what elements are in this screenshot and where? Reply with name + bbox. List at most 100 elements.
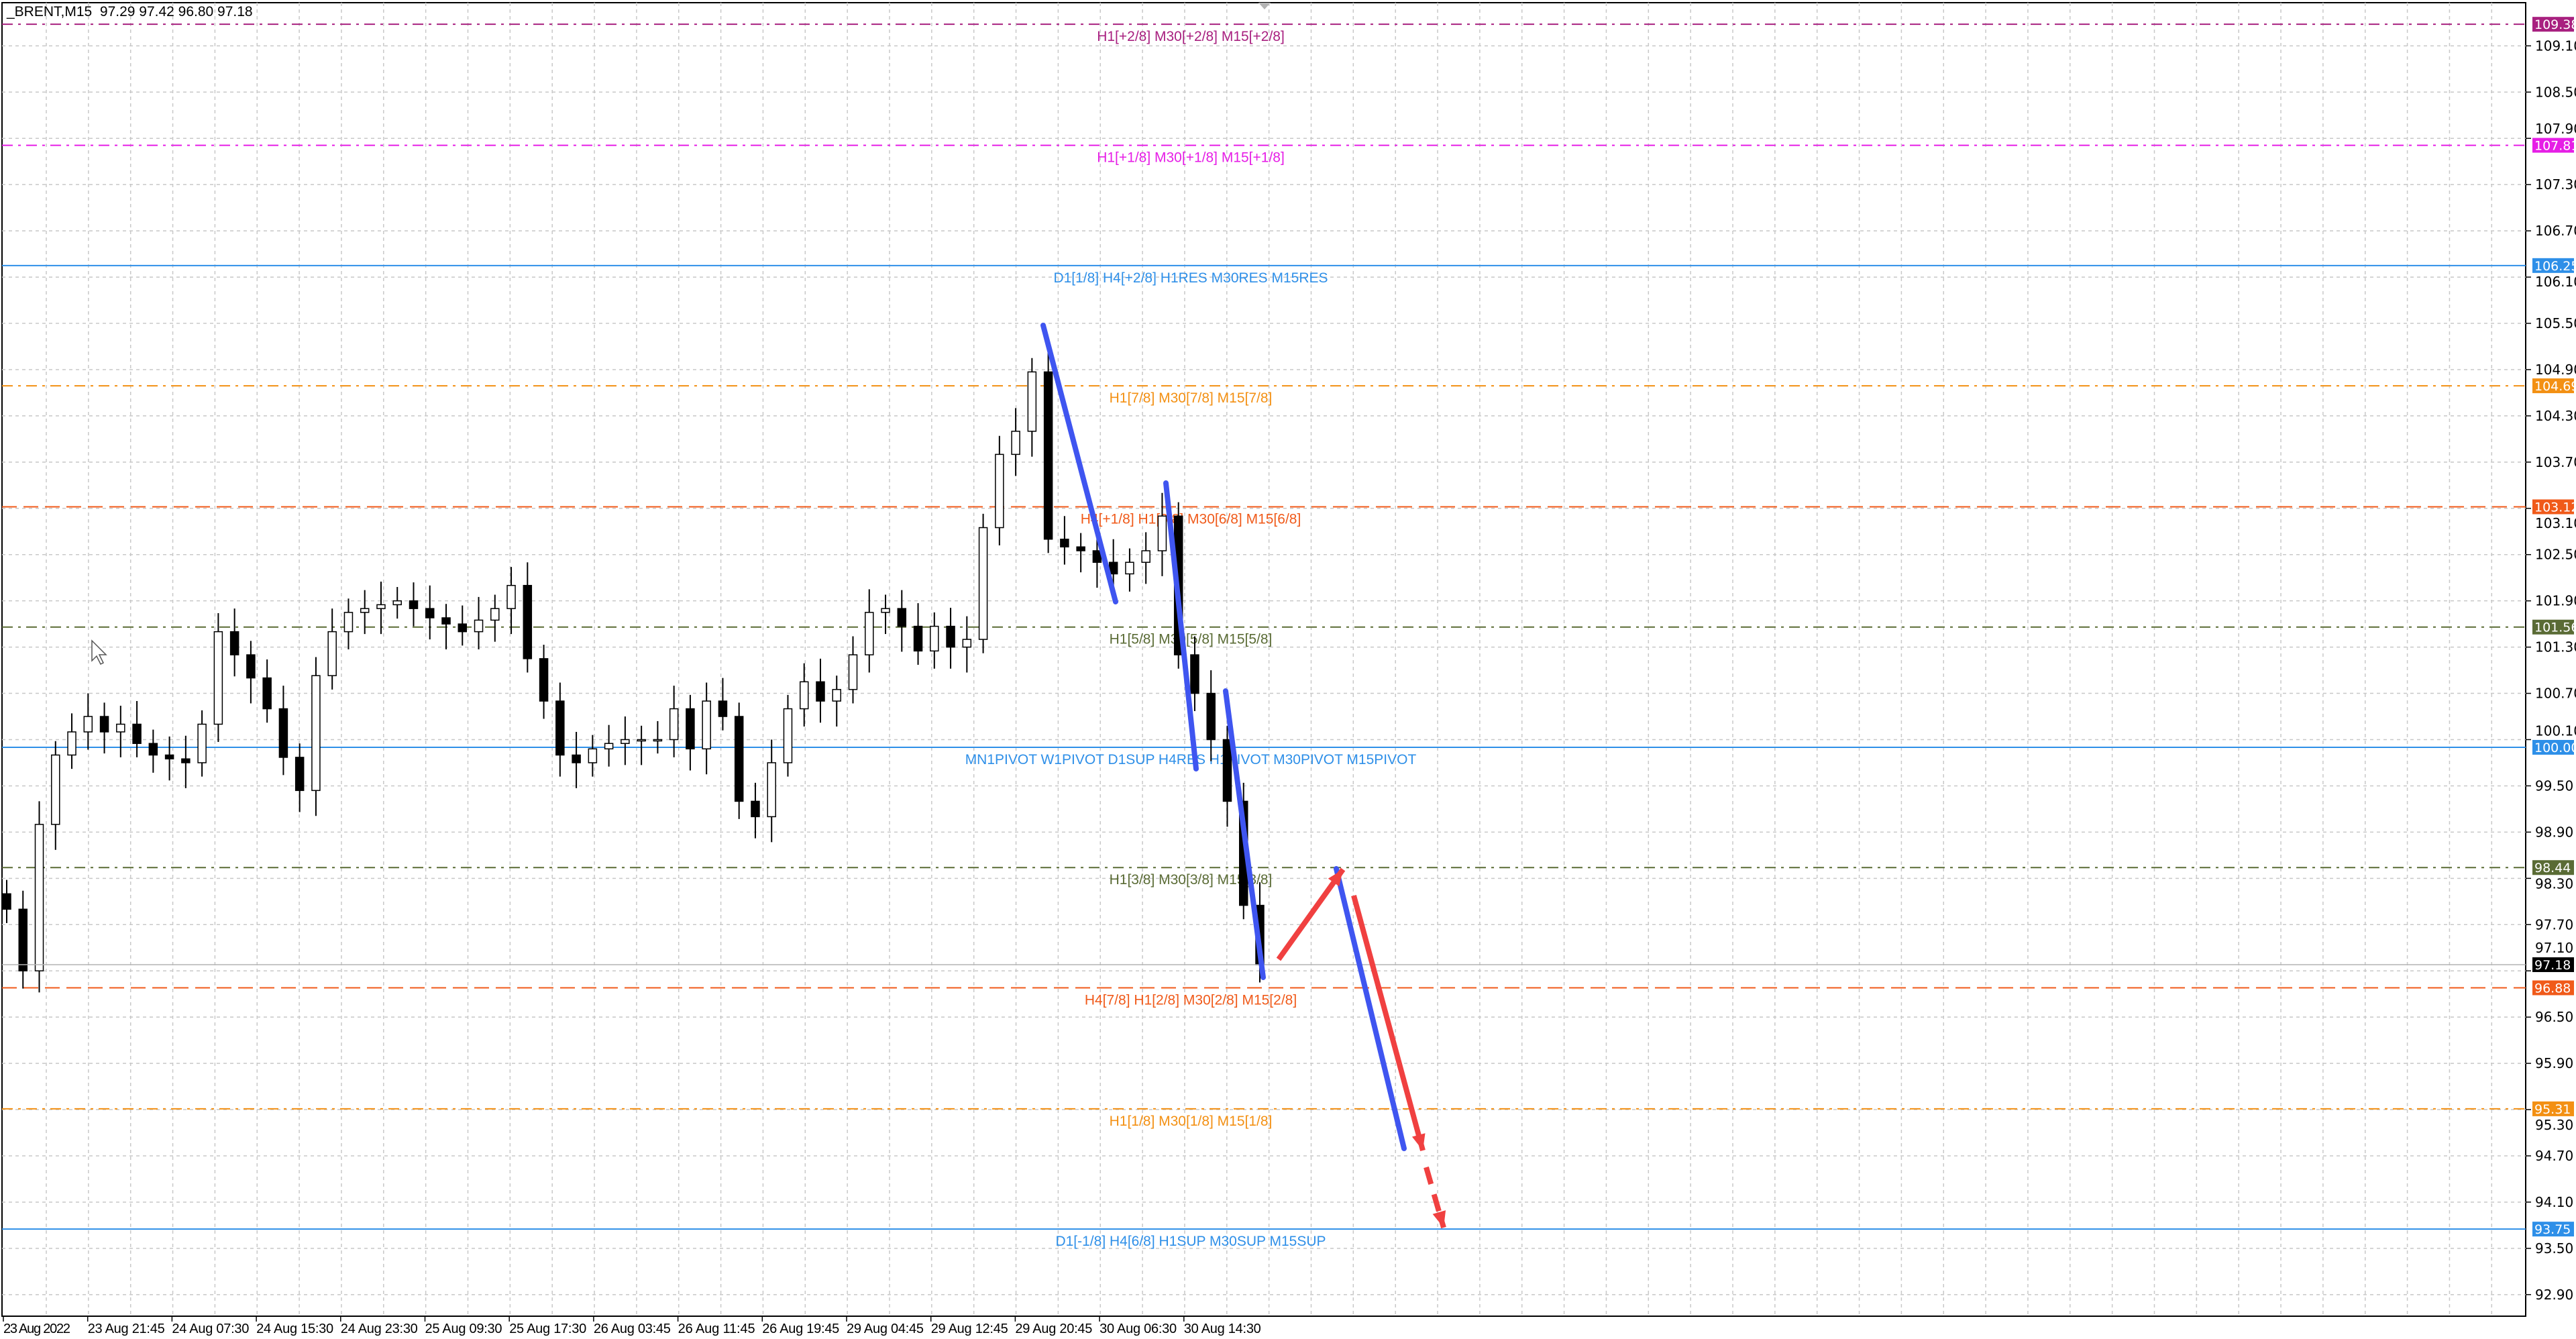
- candle-body: [604, 743, 614, 750]
- level-price-tag-text: 103.12: [2534, 500, 2576, 515]
- level-price-tag-text: 104.69: [2534, 379, 2576, 394]
- y-tick-label: 106.70: [2535, 223, 2576, 239]
- y-tick-label: 102.50: [2535, 547, 2576, 563]
- y-tick-label: 97.10: [2535, 940, 2573, 956]
- x-tick-label: 29 Aug 20:45: [1015, 1322, 1092, 1336]
- level-price-tag-text: 101.56: [2534, 621, 2576, 635]
- candle-body: [848, 654, 858, 690]
- candle-body: [767, 762, 776, 818]
- candle-body: [930, 625, 939, 652]
- arrow-head-icon: [1328, 869, 1343, 887]
- level-price-tag: [2532, 980, 2574, 996]
- y-tick-label: 97.70: [2535, 916, 2573, 932]
- y-tick-label: 103.10: [2535, 515, 2576, 531]
- arrow-head-icon: [1411, 1133, 1426, 1150]
- candle-body: [148, 743, 158, 756]
- candle-body: [1011, 431, 1020, 456]
- level-price-tag-text: 98.44: [2534, 861, 2571, 875]
- level-price-tag-text: 107.81: [2534, 139, 2576, 154]
- candle-body: [34, 824, 44, 971]
- candle-body: [1060, 538, 1069, 547]
- y-tick-label: 95.30: [2535, 1117, 2573, 1133]
- ohlc-readout: 97.29 97.42 96.80 97.18: [99, 4, 253, 19]
- candle-body: [751, 800, 760, 818]
- candle-body: [588, 748, 598, 763]
- y-tick-label: 96.50: [2535, 1009, 2573, 1025]
- x-tick-label: 24 Aug 23:30: [341, 1322, 418, 1336]
- chart-shift-marker-icon: [1258, 3, 1271, 9]
- candle-body: [246, 654, 256, 679]
- candle-body: [392, 600, 402, 606]
- candle-body: [67, 731, 76, 756]
- y-tick-label: 107.90: [2535, 121, 2576, 137]
- level-label: H1[7/8] M30[7/8] M15[7/8]: [1110, 390, 1273, 406]
- candle-body: [2, 893, 11, 910]
- level-price-tag-text: 100.00: [2534, 741, 2576, 755]
- candle-body: [962, 639, 972, 648]
- trend-line: [1163, 480, 1199, 771]
- candle-body: [229, 631, 239, 655]
- candle-body: [946, 625, 955, 648]
- level-label: D1[1/8] H4[+2/8] H1RES M30RES M15RES: [1053, 270, 1328, 286]
- y-tick-label: 100.10: [2535, 723, 2576, 739]
- candle-body: [83, 716, 93, 733]
- level-price-tag: [2532, 619, 2574, 635]
- candle-body: [213, 631, 223, 725]
- level-label: D1[-1/8] H4[6/8] H1SUP M30SUP M15SUP: [1055, 1234, 1326, 1249]
- candle-body: [116, 723, 125, 733]
- candle-body: [621, 739, 630, 744]
- candle-body: [1190, 654, 1199, 694]
- x-tick-label: 26 Aug 11:45: [678, 1322, 755, 1336]
- y-tick-label: 104.90: [2535, 362, 2576, 378]
- level-price-tag-text: 109.38: [2534, 17, 2576, 32]
- y-tick-label: 94.70: [2535, 1148, 2573, 1164]
- x-tick-label: 26 Aug 19:45: [762, 1322, 839, 1336]
- level-price-tag: [2532, 739, 2574, 755]
- candle-body: [327, 631, 337, 676]
- x-tick-label: 30 Aug 14:30: [1184, 1322, 1261, 1336]
- level-price-tag: [2532, 1222, 2574, 1237]
- candle-body: [653, 739, 663, 742]
- y-tick-label: 105.50: [2535, 315, 2576, 331]
- y-tick-label: 92.90: [2535, 1287, 2573, 1303]
- level-price-tag: [2532, 138, 2574, 153]
- candle-body: [539, 658, 549, 702]
- y-tick-label: 94.10: [2535, 1194, 2573, 1210]
- y-tick-label: 98.90: [2535, 824, 2573, 840]
- candle-body: [572, 754, 581, 763]
- candle-body: [164, 754, 174, 759]
- x-tick-label: 24 Aug 15:30: [256, 1322, 333, 1336]
- x-tick-label: 25 Aug 17:30: [509, 1322, 586, 1336]
- y-tick-label: 103.70: [2535, 454, 2576, 470]
- candle-body: [99, 716, 109, 733]
- candle-body: [262, 677, 272, 710]
- candle-body: [1206, 692, 1216, 741]
- candle-body: [637, 739, 646, 742]
- candle-body: [409, 600, 419, 609]
- candle-body: [669, 708, 679, 741]
- candle-body: [376, 604, 386, 609]
- candle-body: [441, 617, 451, 625]
- y-tick-label: 95.90: [2535, 1055, 2573, 1071]
- candle-body: [913, 625, 923, 652]
- candle-body: [1141, 550, 1150, 563]
- level-price-tag: [2532, 378, 2574, 394]
- y-tick-label: 99.50: [2535, 778, 2573, 794]
- x-tick-label: 24 Aug 07:30: [172, 1322, 249, 1336]
- level-label: H4[+1/8] H1[6/8] M30[6/8] M15[6/8]: [1081, 511, 1301, 527]
- y-tick-label: 106.10: [2535, 274, 2576, 290]
- forecast-arrow-line: [1276, 867, 1346, 961]
- y-tick-label: 98.30: [2535, 875, 2573, 892]
- candle-body: [1027, 371, 1037, 432]
- candle-body: [799, 681, 809, 710]
- x-tick-label: 30 Aug 06:30: [1099, 1322, 1177, 1336]
- last-price-tag: [2532, 957, 2574, 973]
- candle-body: [816, 681, 825, 702]
- level-label: H1[5/8] M30[5/8] M15[5/8]: [1110, 632, 1273, 647]
- level-price-tag-text: 106.25: [2534, 259, 2576, 274]
- last-price-tag-text: 97.18: [2534, 958, 2571, 973]
- candle-body: [1092, 550, 1102, 563]
- candle-body: [360, 608, 370, 613]
- candle-body: [865, 612, 874, 655]
